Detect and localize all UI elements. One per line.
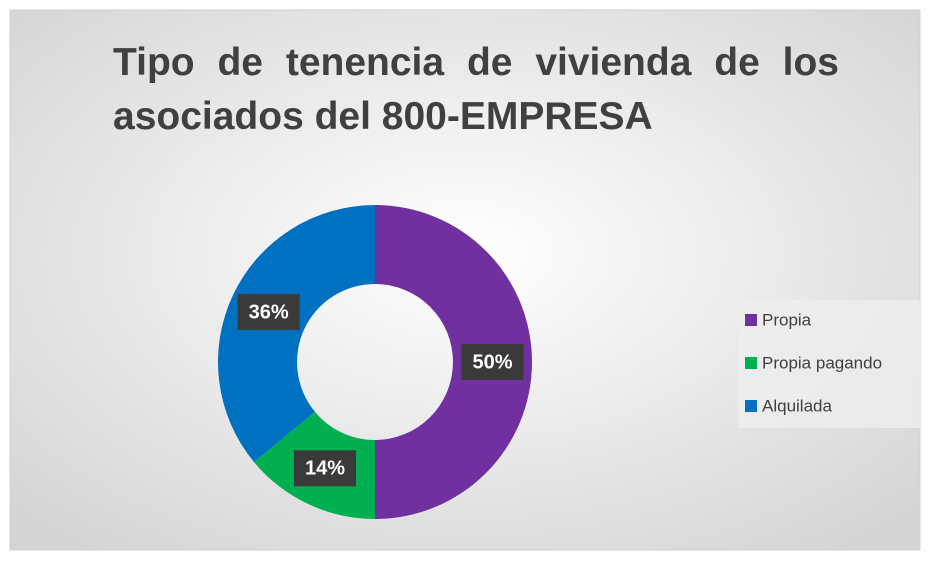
data-label: 14% [305,458,345,480]
data-label: 50% [472,351,512,373]
label-box [237,293,300,330]
legend-swatch [745,357,757,369]
legend-label: Propia pagando [762,353,882,372]
legend-label: Alquilada [762,396,832,415]
chart-title: Tipo de tenencia de vivienda de los asoc… [113,41,839,138]
legend-label: Propia [762,310,812,329]
data-label: 36% [249,301,289,323]
label-box [461,344,524,380]
wedge [217,205,375,463]
wedge [375,205,532,519]
legend-swatch [745,400,757,412]
label-box [293,450,356,487]
legend-swatch [745,314,757,326]
legend-box [738,300,920,428]
